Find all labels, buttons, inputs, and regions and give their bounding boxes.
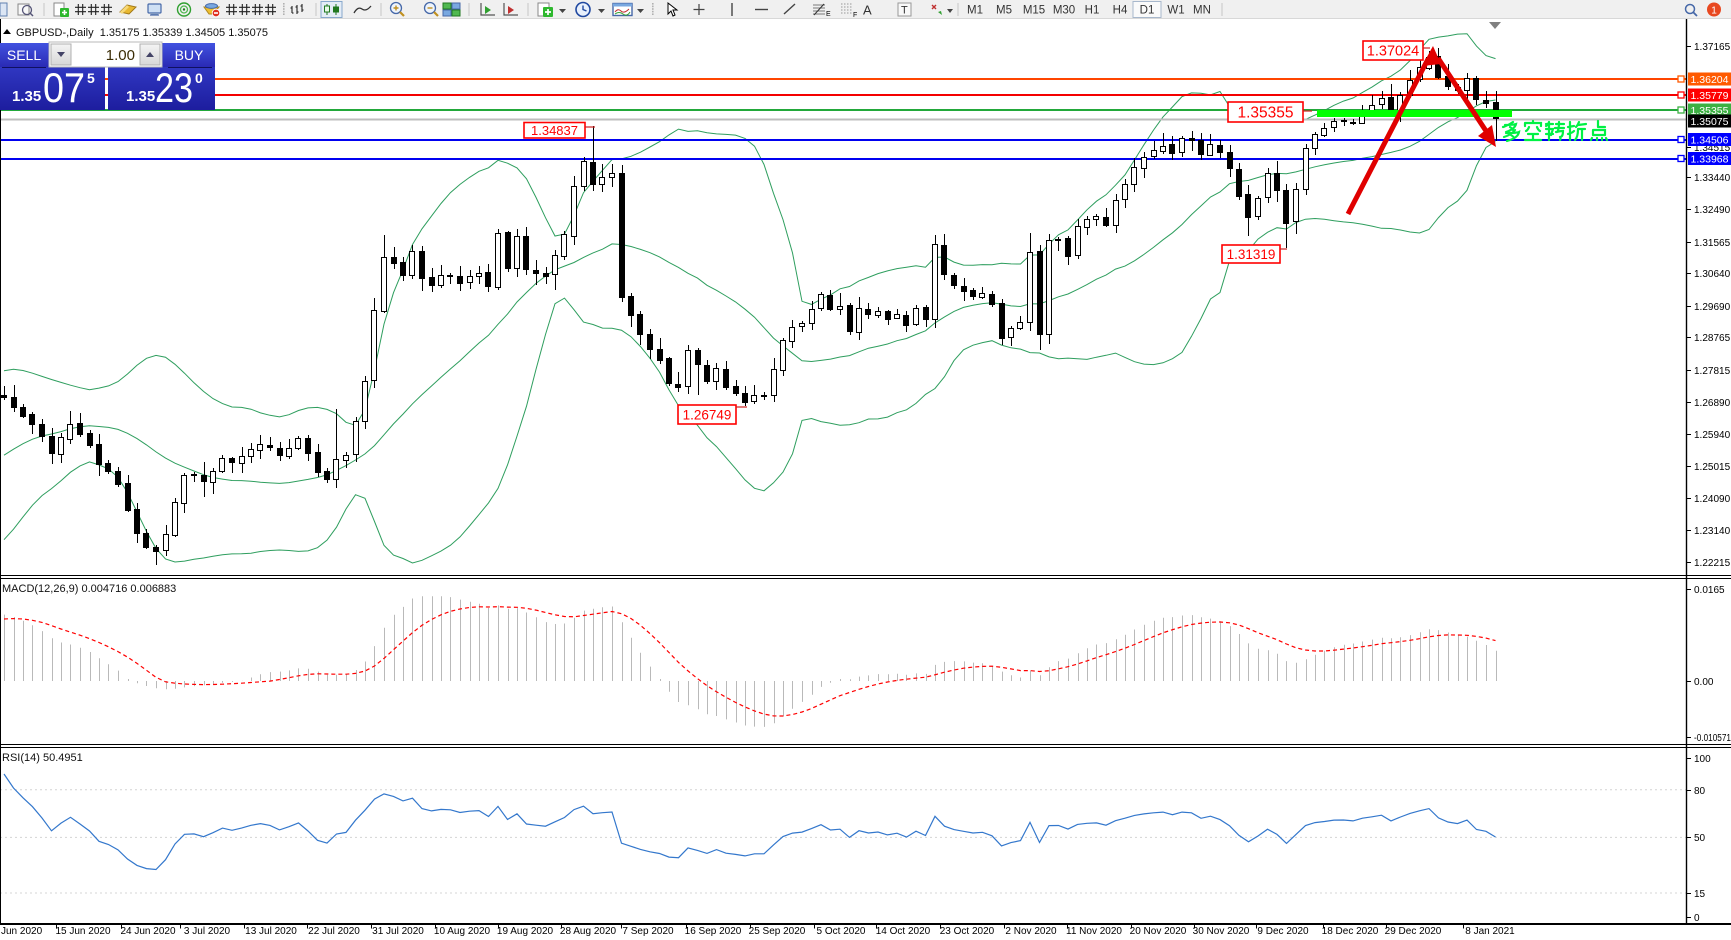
svg-text:1.33440: 1.33440 (1694, 173, 1731, 184)
svg-text:1: 1 (1711, 6, 1717, 17)
svg-text:20 Nov 2020: 20 Nov 2020 (1130, 926, 1187, 937)
svg-text:1.37165: 1.37165 (1694, 42, 1731, 53)
svg-text:11 Nov 2020: 11 Nov 2020 (1066, 926, 1122, 937)
svg-text:0.00: 0.00 (1694, 677, 1714, 688)
svg-text:14 Oct 2020: 14 Oct 2020 (876, 926, 931, 937)
svg-text:16 Sep 2020: 16 Sep 2020 (685, 926, 742, 937)
svg-text:07: 07 (43, 64, 85, 111)
svg-text:H4: H4 (1113, 5, 1128, 17)
svg-text:E: E (826, 11, 831, 18)
svg-text:5: 5 (87, 70, 95, 86)
svg-text:1.29690: 1.29690 (1694, 302, 1731, 313)
svg-text:Jun 2020: Jun 2020 (1, 926, 43, 937)
svg-text:8 Jan 2021: 8 Jan 2021 (1465, 926, 1515, 937)
svg-text:28 Aug 2020: 28 Aug 2020 (560, 926, 617, 937)
svg-text:3 Jul 2020: 3 Jul 2020 (184, 926, 231, 937)
svg-text:10 Aug 2020: 10 Aug 2020 (434, 926, 491, 937)
svg-text:1.32490: 1.32490 (1694, 205, 1731, 216)
svg-text:23: 23 (155, 64, 193, 111)
svg-text:22 Jul 2020: 22 Jul 2020 (308, 926, 360, 937)
svg-text:1.37024: 1.37024 (1367, 44, 1419, 60)
svg-text:1.26890: 1.26890 (1694, 398, 1731, 409)
svg-text:M30: M30 (1053, 5, 1075, 17)
svg-text:15: 15 (1694, 889, 1706, 900)
svg-text:0: 0 (1694, 913, 1700, 924)
svg-text:M15: M15 (1023, 5, 1045, 17)
svg-text:1.34837: 1.34837 (531, 123, 578, 138)
svg-text:7 Sep 2020: 7 Sep 2020 (622, 926, 674, 937)
svg-text:1.34506: 1.34506 (1691, 135, 1729, 147)
svg-text:H1: H1 (1085, 5, 1100, 17)
svg-text:29 Dec 2020: 29 Dec 2020 (1385, 926, 1442, 937)
svg-text:100: 100 (1694, 754, 1711, 765)
svg-text:1.35355: 1.35355 (1237, 105, 1293, 122)
svg-text:31 Jul 2020: 31 Jul 2020 (372, 926, 424, 937)
svg-text:30 Nov 2020: 30 Nov 2020 (1193, 926, 1250, 937)
svg-text:1.26749: 1.26749 (683, 407, 732, 422)
svg-text:MN: MN (1193, 5, 1211, 17)
svg-text:2 Nov 2020: 2 Nov 2020 (1005, 926, 1057, 937)
svg-text:1.25015: 1.25015 (1694, 462, 1731, 473)
svg-text:1.35075: 1.35075 (1691, 116, 1729, 128)
svg-text:SELL: SELL (7, 47, 41, 63)
svg-text:1.00: 1.00 (106, 47, 135, 64)
svg-text:1.31565: 1.31565 (1694, 238, 1731, 249)
svg-text:1.33968: 1.33968 (1691, 154, 1729, 166)
svg-text:MACD(12,26,9) 0.004716 0.00688: MACD(12,26,9) 0.004716 0.006883 (2, 583, 176, 595)
svg-text:M1: M1 (967, 5, 983, 17)
svg-text:GBPUSD-,Daily 1.35175 1.35339: GBPUSD-,Daily 1.35175 1.35339 1.34505 1.… (16, 27, 268, 39)
svg-text:13 Jul 2020: 13 Jul 2020 (245, 926, 297, 937)
svg-text:0.0165: 0.0165 (1694, 585, 1725, 596)
svg-text:24 Jun 2020: 24 Jun 2020 (120, 926, 175, 937)
svg-text:A: A (863, 3, 872, 18)
svg-text:1.27815: 1.27815 (1694, 366, 1731, 377)
svg-text:1.28765: 1.28765 (1694, 333, 1731, 344)
svg-text:15 Jun 2020: 15 Jun 2020 (55, 926, 110, 937)
svg-text:1.31319: 1.31319 (1227, 247, 1276, 262)
svg-text:1.35779: 1.35779 (1691, 90, 1729, 102)
svg-text:25 Sep 2020: 25 Sep 2020 (749, 926, 806, 937)
svg-text:D1: D1 (1140, 5, 1155, 17)
svg-text:1.22215: 1.22215 (1694, 558, 1731, 569)
svg-text:1.34515: 1.34515 (1694, 143, 1731, 154)
svg-text:1.35: 1.35 (126, 88, 155, 105)
svg-text:1.36204: 1.36204 (1691, 74, 1729, 86)
svg-text:1.25940: 1.25940 (1694, 430, 1731, 441)
svg-text:F: F (853, 12, 857, 19)
svg-text:-0.010571: -0.010571 (1694, 733, 1731, 744)
svg-text:5 Oct 2020: 5 Oct 2020 (817, 926, 866, 937)
svg-text:1.23140: 1.23140 (1694, 526, 1731, 537)
svg-text:W1: W1 (1167, 5, 1184, 17)
svg-text:23 Oct 2020: 23 Oct 2020 (940, 926, 995, 937)
svg-text:18 Dec 2020: 18 Dec 2020 (1322, 926, 1379, 937)
svg-text:1.35: 1.35 (12, 88, 41, 105)
svg-text:80: 80 (1694, 786, 1706, 797)
svg-text:M5: M5 (996, 5, 1012, 17)
svg-text:9 Dec 2020: 9 Dec 2020 (1257, 926, 1309, 937)
svg-text:1.30640: 1.30640 (1694, 269, 1731, 280)
svg-text:0: 0 (195, 70, 203, 86)
svg-text:T: T (901, 5, 908, 17)
svg-text:BUY: BUY (175, 47, 204, 63)
svg-text:50: 50 (1694, 833, 1706, 844)
svg-text:1.35355: 1.35355 (1691, 105, 1729, 117)
svg-text:19 Aug 2020: 19 Aug 2020 (497, 926, 554, 937)
svg-text:RSI(14) 50.4951: RSI(14) 50.4951 (2, 752, 83, 764)
svg-text:1.24090: 1.24090 (1694, 494, 1731, 505)
